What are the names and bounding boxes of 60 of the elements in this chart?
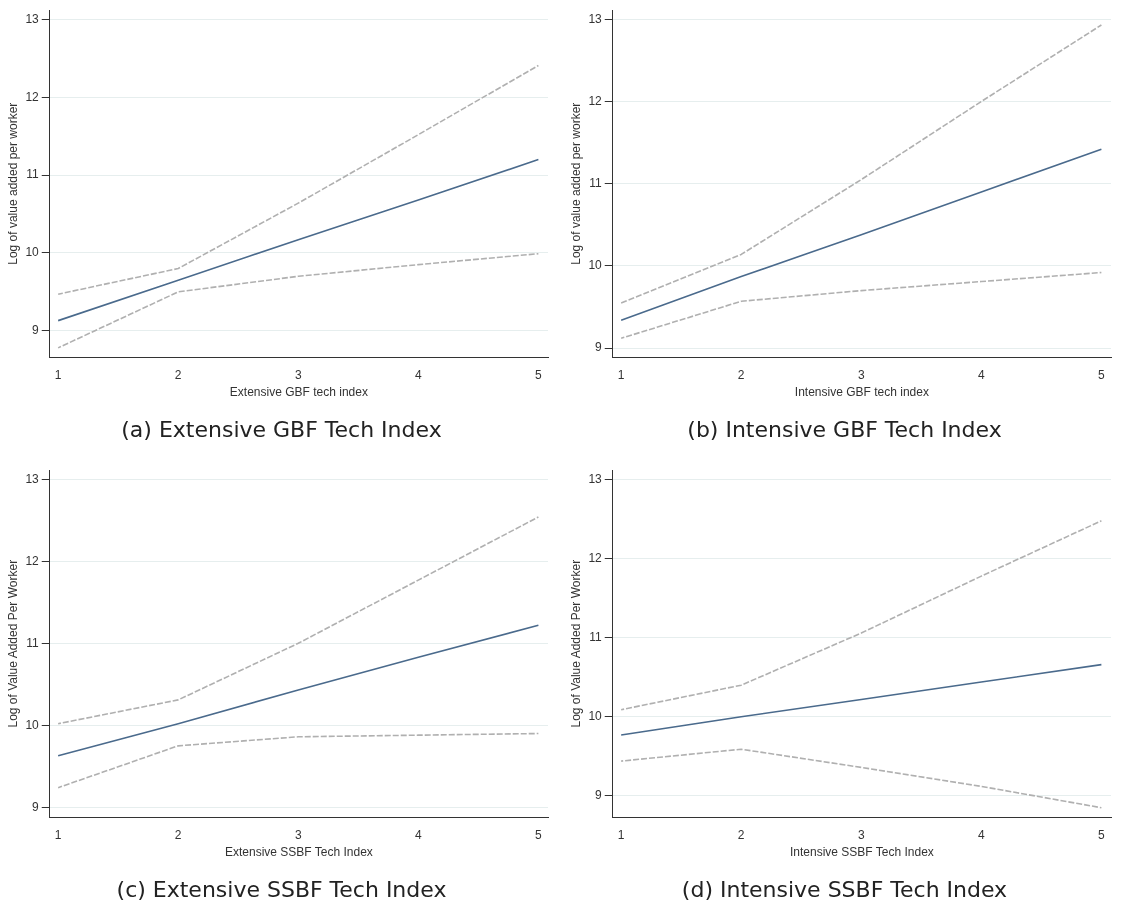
text: (d) Intensive SSBF Tech Index — [680, 876, 1009, 904]
y-tick-label: 11 — [26, 635, 40, 650]
x-tick-label: 1 — [54, 827, 62, 842]
y-axis-title: Log of Value Added Per Worker — [568, 559, 583, 728]
x-axis-title: Extensive GBF tech index — [229, 385, 368, 400]
x-axis-title: Extensive SSBF Tech Index — [224, 845, 373, 860]
x-tick-label: 4 — [414, 367, 422, 382]
x-tick-label: 2 — [737, 367, 745, 382]
y-tick-label: 9 — [32, 323, 40, 338]
y-tick-label: 9 — [595, 340, 603, 355]
line-series — [57, 516, 540, 725]
y-tick-label: 10 — [25, 717, 40, 732]
x-tick-label: 4 — [414, 827, 422, 842]
x-tick-label: 2 — [174, 827, 182, 842]
x-tick-label: 5 — [1098, 367, 1106, 382]
x-tick-label: 2 — [174, 367, 182, 382]
x-tick-label: 1 — [617, 367, 625, 382]
line-series — [57, 252, 540, 349]
x-tick-label: 4 — [977, 367, 985, 382]
y-tick-label: 11 — [26, 167, 40, 182]
y-tick-label: 10 — [588, 258, 603, 273]
x-tick-label: 4 — [977, 827, 985, 842]
y-tick-label: 9 — [32, 799, 40, 814]
y-tick-label: 13 — [25, 471, 40, 486]
y-tick-label: 12 — [25, 553, 40, 568]
line-series — [57, 64, 540, 295]
x-tick-label: 1 — [617, 827, 625, 842]
line-series — [57, 732, 540, 789]
x-tick-label: 3 — [857, 367, 865, 382]
y-tick-label: 9 — [595, 788, 603, 803]
y-tick-label: 12 — [588, 93, 603, 108]
line-series — [620, 519, 1103, 711]
y-axis-title: Log of Value Added Per Worker — [5, 559, 20, 728]
x-tick-label: 3 — [294, 367, 302, 382]
x-tick-label: 5 — [535, 827, 543, 842]
x-tick-label: 5 — [1098, 827, 1106, 842]
y-tick-label: 13 — [588, 11, 603, 26]
y-tick-label: 11 — [589, 630, 603, 645]
y-tick-label: 13 — [588, 472, 603, 486]
text: (c) Extensive SSBF Tech Index — [115, 876, 448, 904]
y-axis-title: Log of value added per worker — [5, 102, 20, 265]
x-tick-label: 3 — [857, 827, 865, 842]
line-series — [620, 271, 1103, 340]
x-axis-title: Intensive GBF tech index — [794, 385, 929, 400]
x-axis-title: Intensive SSBF Tech Index — [789, 845, 934, 860]
text: (b) Intensive GBF Tech Index — [686, 416, 1003, 444]
y-tick-label: 12 — [588, 551, 603, 566]
y-tick-label: 10 — [25, 245, 40, 260]
line-series — [620, 24, 1103, 304]
y-tick-label: 12 — [25, 89, 40, 104]
x-tick-label: 5 — [535, 367, 543, 382]
x-tick-label: 3 — [294, 827, 302, 842]
y-axis-title: Log of value added per worker — [568, 102, 583, 265]
x-tick-label: 2 — [737, 827, 745, 842]
line-series — [620, 748, 1103, 809]
text: (a) Extensive GBF Tech Index — [120, 416, 443, 444]
y-tick-label: 13 — [25, 11, 40, 26]
y-tick-label: 10 — [588, 709, 603, 724]
x-tick-label: 1 — [54, 367, 62, 382]
y-tick-label: 11 — [589, 176, 603, 191]
